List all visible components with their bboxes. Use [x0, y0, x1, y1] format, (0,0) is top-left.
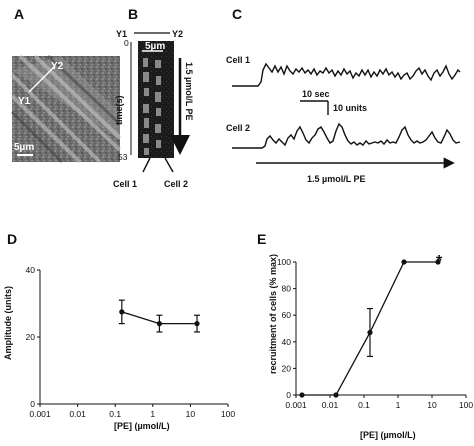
cell2-trace	[232, 122, 461, 149]
data-point	[156, 321, 163, 327]
xlabel: [PE] (µmol/L)	[114, 421, 170, 431]
x-tick-label: 100	[221, 409, 235, 419]
y-tick-label: 100	[277, 257, 291, 267]
panel-a: A Y2 Y1 5µm	[10, 6, 122, 164]
chart-d-plot: 0.001 0.01 0.1 1 10 100 0 20 40	[26, 265, 236, 419]
y-tick-label: 40	[26, 265, 36, 275]
line-scan-y1-y2	[28, 65, 56, 93]
linescan-image: 5µm	[138, 41, 174, 158]
scale-units-label: 10 units	[333, 103, 367, 113]
x-tick-label: 0.1	[358, 400, 370, 410]
y-tick-label: 0	[30, 399, 35, 409]
data-point	[401, 259, 407, 265]
panel-e-letter: E	[257, 231, 266, 247]
label-y1: Y1	[116, 29, 127, 39]
panel-a-letter: A	[14, 6, 24, 22]
panel-b: B Y1 Y2 0 53 time(s) 5µm 1.5 µmol/L PE C	[113, 6, 194, 189]
x-tick-label: 0.01	[69, 409, 86, 419]
cell1-pointer	[142, 157, 151, 173]
cell1-label: Cell 1	[226, 55, 250, 65]
scale-label: 5µm	[14, 142, 34, 153]
y-tick-label: 20	[282, 363, 292, 373]
y-tick-label: 80	[282, 284, 292, 294]
panel-a-micrograph: Y2 Y1 5µm	[10, 54, 122, 164]
y-tick-label: 20	[26, 332, 36, 342]
data-point	[194, 321, 200, 327]
significance-star: *	[436, 253, 443, 270]
panel-d-letter: D	[7, 231, 17, 247]
data-point	[299, 392, 305, 398]
cell1-label: Cell 1	[113, 179, 137, 189]
x-tick-label: 0.001	[29, 409, 51, 419]
cell2-label: Cell 2	[226, 123, 250, 133]
data-point	[333, 392, 339, 398]
x-tick-label: 100	[459, 400, 473, 410]
data-point	[435, 259, 441, 265]
ylabel: Amplitude (units)	[3, 286, 13, 360]
data-point	[367, 329, 373, 336]
label-y2: Y2	[51, 61, 64, 72]
y-tick-label: 0	[286, 390, 291, 400]
pe-label: 1.5 µmol/L PE	[307, 174, 366, 184]
x-tick-label: 1	[150, 409, 155, 419]
time-start: 0	[124, 38, 129, 48]
x-tick-label: 0.1	[109, 409, 121, 419]
label-y2: Y2	[172, 29, 183, 39]
time-end: 53	[118, 152, 128, 162]
scale-label: 5µm	[145, 41, 165, 52]
panel-b-letter: B	[128, 6, 138, 22]
panel-d: D Amplitude (units) [PE] (µmol/L) 0.001 0…	[3, 231, 235, 431]
ylabel: recruitment of cells (% max)	[268, 254, 278, 374]
pe-label: 1.5 µmol/L PE	[184, 62, 194, 121]
time-axis-label: time(s)	[114, 95, 124, 125]
cell2-label: Cell 2	[164, 179, 188, 189]
x-tick-label: 10	[186, 409, 196, 419]
x-tick-label: 0.001	[285, 400, 307, 410]
x-tick-label: 1	[396, 400, 401, 410]
chart-e-plot: 0.001 0.01 0.1 1 10 100 0 20 40 60 80 100	[277, 257, 474, 410]
cell2-pointer	[164, 157, 174, 173]
x-tick-label: 10	[427, 400, 437, 410]
panel-c: C Cell 1 10 sec 10 units Cell 2 1.5 µmol…	[226, 6, 461, 184]
y-tick-label: 60	[282, 310, 292, 320]
panel-c-letter: C	[232, 6, 242, 22]
x-tick-label: 0.01	[322, 400, 339, 410]
cell1-trace	[232, 62, 461, 87]
xlabel: [PE] (µmol/L)	[360, 430, 416, 440]
y-tick-label: 40	[282, 337, 292, 347]
panel-e: E recruitment of cells (% max) [PE] (µmo…	[257, 231, 473, 440]
label-y1: Y1	[18, 96, 31, 107]
data-point	[119, 309, 125, 315]
scale-time-label: 10 sec	[302, 89, 330, 99]
